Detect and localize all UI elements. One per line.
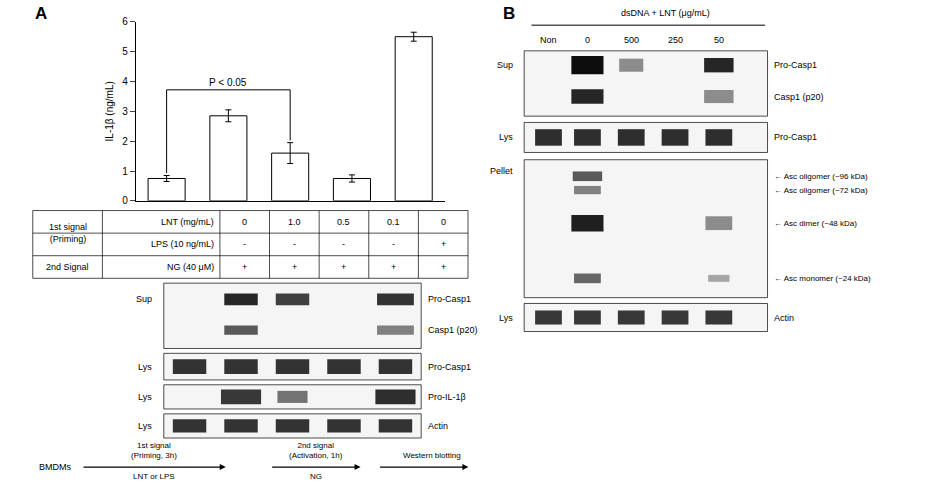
svg-text:+: + [441,239,446,249]
svg-text:1.0: 1.0 [288,217,301,227]
svg-text:NG (40 μM): NG (40 μM) [167,262,214,272]
svg-text:Sup: Sup [497,60,513,70]
svg-text:0: 0 [585,35,590,45]
svg-text:Actin: Actin [428,421,448,431]
svg-text:Western blotting: Western blotting [403,451,461,460]
svg-text:2: 2 [122,136,128,147]
svg-text:+: + [292,262,297,272]
svg-text:4: 4 [122,76,128,87]
svg-text:Lys: Lys [138,421,152,431]
svg-text:P < 0.05: P < 0.05 [209,77,247,88]
svg-text:250: 250 [668,35,683,45]
svg-text:-: - [293,239,296,249]
svg-text:2nd signal(Activation, 1h): 2nd signal(Activation, 1h) [289,441,343,460]
svg-text:3: 3 [122,106,128,117]
svg-text:0: 0 [122,195,128,206]
svg-text:← Asc oligomer (~72 kDa): ← Asc oligomer (~72 kDa) [774,186,868,195]
svg-text:Pro-IL-1β: Pro-IL-1β [428,392,466,402]
svg-text:Lys: Lys [499,132,513,142]
svg-text:500: 500 [624,35,639,45]
svg-text:-: - [243,239,246,249]
svg-text:B: B [503,4,515,23]
svg-text:Casp1 (p20): Casp1 (p20) [774,92,824,102]
svg-text:Lys: Lys [499,313,513,323]
svg-text:← Asc dimer (~48 kDa): ← Asc dimer (~48 kDa) [774,219,857,228]
svg-text:1st signal(Priming): 1st signal(Priming) [49,222,87,244]
svg-text:0.1: 0.1 [387,217,400,227]
svg-text:LPS (10 ng/mL): LPS (10 ng/mL) [151,239,214,249]
svg-text:Pro-Casp1: Pro-Casp1 [428,362,471,372]
svg-text:0: 0 [242,217,247,227]
svg-text:← Asc monomer (~24 kDa): ← Asc monomer (~24 kDa) [774,274,871,283]
svg-text:Casp1 (p20): Casp1 (p20) [428,325,478,335]
svg-text:+: + [441,262,446,272]
svg-text:Lys: Lys [138,392,152,402]
svg-text:Lys: Lys [138,362,152,372]
svg-text:Pellet: Pellet [490,166,513,176]
svg-text:Pro-Casp1: Pro-Casp1 [774,132,817,142]
svg-text:IL-1β (ng/mL): IL-1β (ng/mL) [104,81,115,141]
svg-text:Pro-Casp1: Pro-Casp1 [774,60,817,70]
svg-text:NG: NG [310,472,322,481]
svg-text:Non: Non [540,35,557,45]
svg-text:-: - [392,239,395,249]
svg-text:1st signal(Priming, 3h): 1st signal(Priming, 3h) [131,441,177,460]
svg-text:Actin: Actin [774,313,794,323]
svg-text:0.5: 0.5 [337,217,350,227]
svg-text:2nd Signal: 2nd Signal [46,262,89,272]
svg-text:LNT (mg/mL): LNT (mg/mL) [161,217,214,227]
svg-text:-: - [342,239,345,249]
svg-text:BMDMs: BMDMs [39,462,71,472]
svg-text:+: + [391,262,396,272]
svg-text:50: 50 [714,35,724,45]
svg-text:Sup: Sup [136,294,152,304]
svg-text:0: 0 [441,217,446,227]
svg-text:6: 6 [122,16,128,27]
svg-text:dsDNA + LNT (μg/mL): dsDNA + LNT (μg/mL) [621,8,710,18]
svg-text:1: 1 [122,166,128,177]
svg-text:5: 5 [122,46,128,57]
svg-text:Pro-Casp1: Pro-Casp1 [428,294,471,304]
svg-text:+: + [242,262,247,272]
svg-text:+: + [341,262,346,272]
svg-text:← Asc oligomer (~96 kDa): ← Asc oligomer (~96 kDa) [774,172,868,181]
svg-text:A: A [35,4,47,23]
svg-text:LNT or LPS: LNT or LPS [133,472,175,481]
